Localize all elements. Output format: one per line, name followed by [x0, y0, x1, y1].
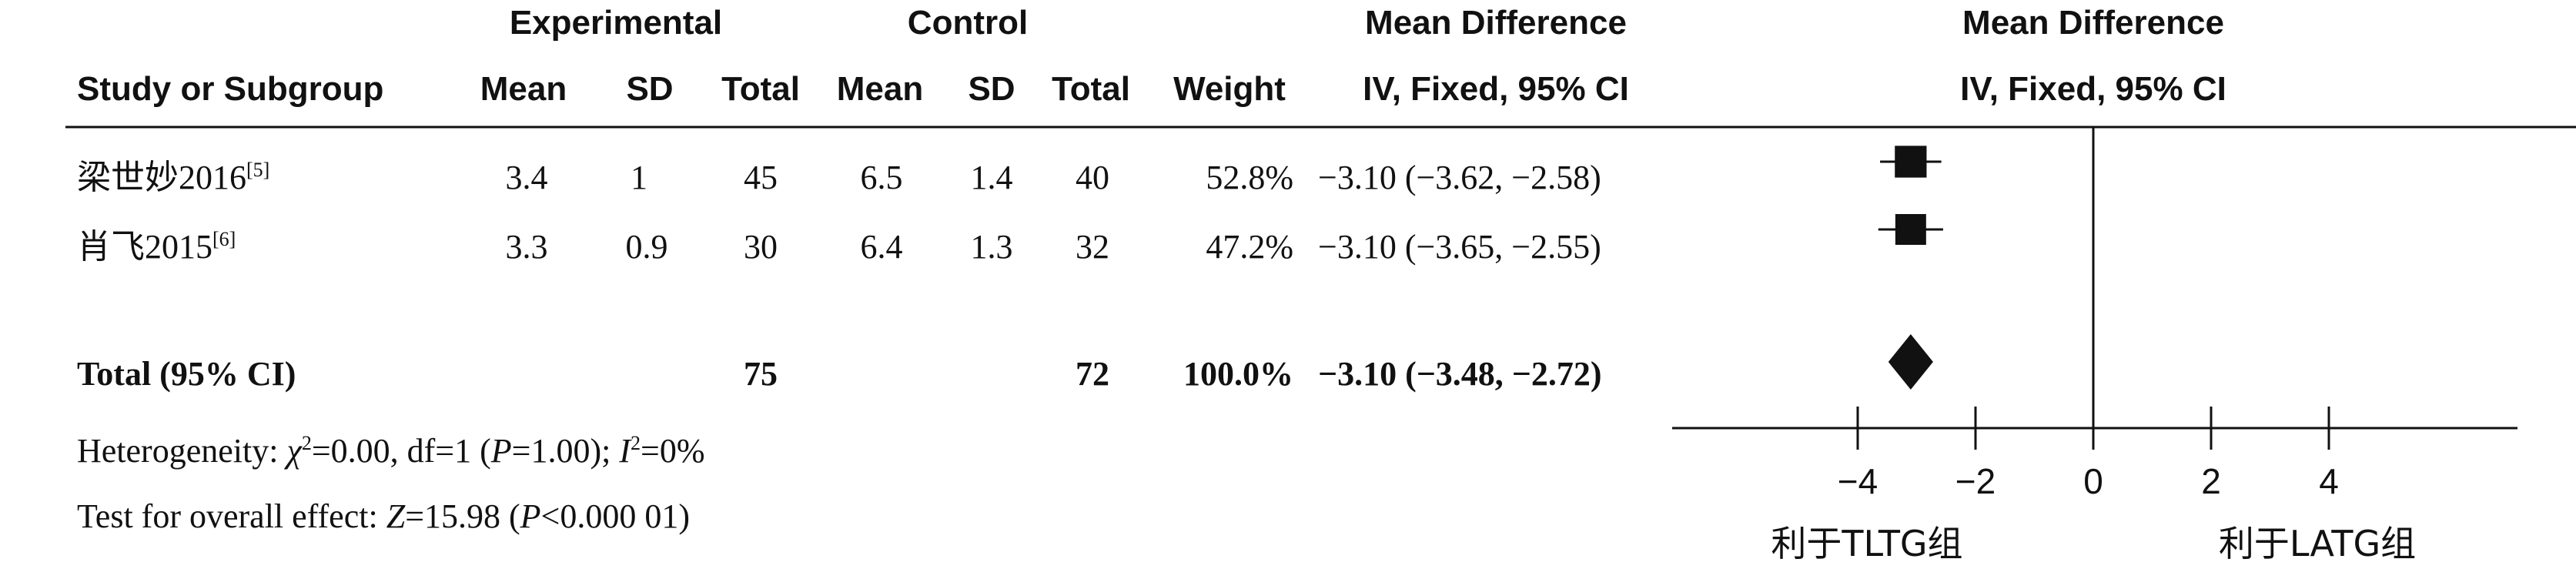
cell-total-c: 32 [1076, 228, 1109, 266]
cell-weight: 47.2% [1206, 228, 1293, 266]
total-label: Total (95% CI) [77, 355, 296, 393]
cell-sd-e: 1 [631, 159, 647, 196]
header-mean-c: Mean [837, 70, 923, 108]
plot-area: −4 −2 0 2 4 [1672, 127, 2517, 501]
x-axis-tick-label: 2 [2201, 461, 2221, 501]
header-weight: Weight [1173, 70, 1286, 108]
study-ref: [6] [212, 228, 236, 250]
favours-left-label: 利于TLTG组 [1771, 523, 1962, 564]
cell-weight: 52.8% [1206, 159, 1293, 196]
x-axis-tick-label: −2 [1955, 461, 1996, 501]
study-point-square [1895, 146, 1927, 178]
cell-sd-c: 1.3 [971, 228, 1013, 266]
header-md-right-2: IV, Fixed, 95% CI [1960, 70, 2226, 108]
total-c: 72 [1076, 355, 1109, 393]
cell-mean-e: 3.3 [506, 228, 548, 266]
header-study: Study or Subgroup [77, 70, 383, 108]
header-total-e: Total [721, 70, 800, 108]
cell-sd-c: 1.4 [971, 159, 1013, 196]
header-mean-e: Mean [480, 70, 567, 108]
study-row: 梁世妙2016[5] 3.4 1 45 6.5 1.4 40 52.8% −3.… [77, 159, 1601, 196]
cell-mean-c: 6.5 [861, 159, 903, 196]
x-axis-tick-label: 0 [2083, 461, 2103, 501]
header-md-left-1: Mean Difference [1365, 4, 1627, 42]
header-control: Control [908, 4, 1028, 42]
cell-ci: −3.10 (−3.65, −2.55) [1318, 228, 1601, 266]
study-point-square [1895, 214, 1926, 245]
cell-mean-e: 3.4 [506, 159, 548, 196]
overall-effect-text: Test for overall effect: Z=15.98 (P<0.00… [77, 497, 690, 535]
study-name: 肖飞2015[6] [77, 228, 236, 266]
header-experimental: Experimental [510, 4, 722, 42]
header-total-c: Total [1052, 70, 1130, 108]
cell-total-e: 30 [744, 228, 778, 266]
x-axis-tick-label: 4 [2319, 461, 2339, 501]
total-row: Total (95% CI) 75 72 100.0% −3.10 (−3.48… [77, 355, 1602, 393]
study-row: 肖飞2015[6] 3.3 0.9 30 6.4 1.3 32 47.2% −3… [77, 228, 1601, 266]
x-axis-tick-label: −4 [1838, 461, 1878, 501]
cell-sd-e: 0.9 [626, 228, 668, 266]
cell-mean-c: 6.4 [861, 228, 903, 266]
total-e: 75 [744, 355, 778, 393]
heterogeneity-text: Heterogeneity: χ2=0.00, df=1 (P=1.00); I… [77, 432, 704, 470]
header-md-left-2: IV, Fixed, 95% CI [1363, 70, 1629, 108]
pooled-effect-diamond [1888, 334, 1933, 390]
favours-right-label: 利于LATG组 [2219, 523, 2416, 564]
cell-ci: −3.10 (−3.62, −2.58) [1318, 159, 1601, 196]
study-name: 梁世妙2016[5] [77, 159, 269, 196]
header-md-right-1: Mean Difference [1962, 4, 2224, 42]
total-weight: 100.0% [1183, 355, 1293, 393]
cell-total-e: 45 [744, 159, 778, 196]
total-ci: −3.10 (−3.48, −2.72) [1318, 355, 1602, 393]
header-sd-c: SD [968, 70, 1015, 108]
header-sd-e: SD [626, 70, 673, 108]
study-ref: [5] [246, 159, 269, 181]
cell-total-c: 40 [1076, 159, 1109, 196]
